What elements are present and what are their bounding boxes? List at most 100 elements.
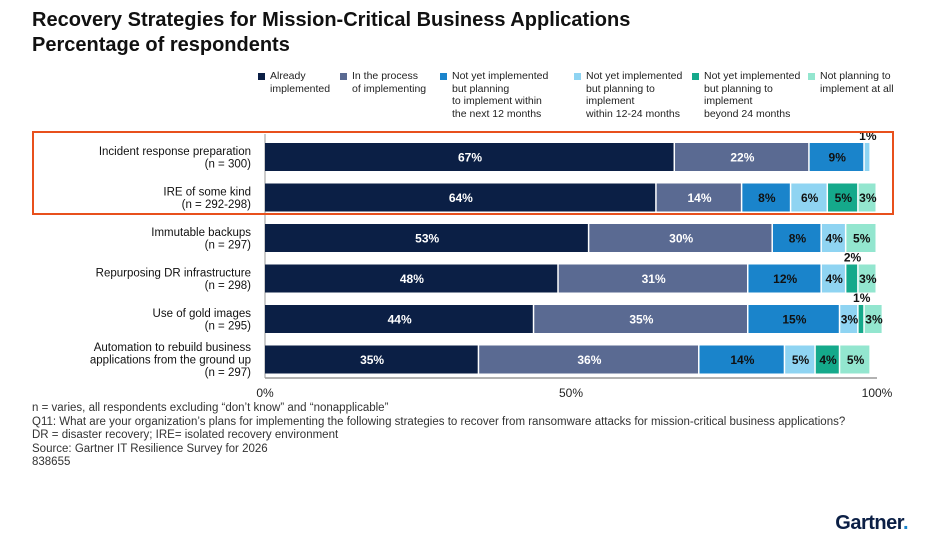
legend-label: Not yet implemented but planning to impl… [586, 70, 683, 120]
gartner-logo: Gartner. [835, 512, 908, 534]
category-label: (n = 300) [205, 158, 252, 170]
bar-segment [265, 264, 558, 293]
legend-swatch [440, 73, 447, 80]
data-label: 5% [792, 353, 810, 367]
category-label: (n = 298) [205, 280, 252, 292]
legend-swatch [340, 73, 347, 80]
category-label: Repurposing DR infrastructure [96, 267, 251, 279]
bar-segment [864, 143, 870, 171]
bar-segment [265, 305, 533, 333]
data-label: 2% [844, 251, 862, 265]
data-label: 5% [853, 232, 871, 246]
legend-item: Not yet implemented but planning to impl… [692, 70, 800, 120]
data-label: 4% [819, 353, 837, 367]
bar-segment [858, 264, 876, 293]
data-label: 4% [825, 232, 843, 246]
legend-swatch [258, 73, 265, 80]
data-label: 35% [360, 353, 384, 367]
bar-segment [699, 345, 784, 374]
footnotes: n = varies, all respondents excluding “d… [32, 402, 862, 470]
bar-segment [864, 305, 882, 333]
bar-segment [821, 224, 845, 252]
data-label: 31% [642, 272, 666, 286]
category-label: (n = 295) [205, 320, 252, 332]
data-label: 48% [400, 272, 424, 286]
highlight-box [32, 131, 894, 215]
data-label: 14% [730, 353, 754, 367]
category-label: (n = 297) [205, 367, 252, 379]
data-label: 9% [829, 151, 847, 165]
bar-segment [589, 224, 772, 252]
data-label: 15% [782, 313, 806, 327]
data-label: 12% [773, 272, 797, 286]
data-label: 4% [825, 272, 843, 286]
legend-swatch [808, 73, 815, 80]
legend-label: Not yet implemented but planning to impl… [704, 70, 801, 120]
bar-segment [558, 264, 747, 293]
data-label: 8% [758, 191, 776, 205]
category-label: (n = 292-298) [182, 199, 252, 211]
category-label: Incident response preparation [99, 146, 251, 158]
data-label: 22% [730, 151, 754, 165]
bar-segment [791, 183, 827, 212]
bar-segment [840, 345, 870, 374]
legend-label: In the process of implementing [352, 70, 427, 95]
data-label: 3% [859, 272, 877, 286]
category-label: (n = 297) [205, 239, 252, 251]
data-label: 1% [853, 291, 871, 305]
category-label: Use of gold images [153, 308, 252, 320]
data-label: 36% [577, 353, 601, 367]
bar-segment [265, 183, 656, 212]
chart-subtitle: Percentage of respondents [32, 34, 290, 56]
bar-segment [846, 264, 858, 293]
legend-swatch [692, 73, 699, 80]
x-tick-label: 50% [559, 386, 583, 400]
data-label: 35% [629, 313, 653, 327]
bar-segment [265, 224, 588, 252]
data-label: 67% [458, 151, 482, 165]
data-label: 44% [388, 313, 412, 327]
bar-segment [265, 143, 674, 171]
category-label: Automation to rebuild business [94, 342, 252, 354]
data-label: 3% [841, 313, 859, 327]
data-label: 30% [669, 232, 693, 246]
category-label: applications from the ground up [90, 355, 251, 367]
bar-segment [858, 305, 864, 333]
bar-segment [748, 264, 821, 293]
footnote-n: n = varies, all respondents excluding “d… [32, 402, 389, 414]
data-label: 3% [859, 191, 877, 205]
legend-item: Not yet implemented but planning to impl… [440, 70, 548, 120]
data-label: 5% [835, 191, 853, 205]
data-label: 8% [789, 232, 807, 246]
footnote-abbreviations: DR = disaster recovery; IRE= isolated re… [32, 429, 339, 441]
bar-segment [742, 183, 790, 212]
bar-segment [675, 143, 809, 171]
legend-item: Already implemented [258, 70, 330, 95]
legend-item: Not yet implemented but planning to impl… [574, 70, 682, 120]
bar-segment [840, 305, 858, 333]
data-label: 14% [688, 191, 712, 205]
legend-label: Not planning to implement at all [820, 70, 894, 95]
bar-segment [846, 224, 876, 252]
bar-segment [809, 143, 864, 171]
x-tick-label: 100% [862, 386, 893, 400]
bar-segment [534, 305, 747, 333]
data-label: 53% [415, 232, 439, 246]
x-tick-label: 0% [256, 386, 274, 400]
legend-label: Not yet implemented but planning to impl… [452, 70, 549, 120]
data-label: 5% [847, 353, 865, 367]
footnote-id: 838655 [32, 456, 71, 468]
bar-segment [265, 345, 478, 374]
chart-title-main: Recovery Strategies for Mission-Critical… [32, 9, 631, 31]
category-label: IRE of some kind [163, 186, 251, 198]
data-label: 6% [801, 191, 819, 205]
data-label: 64% [449, 191, 473, 205]
legend-item: In the process of implementing [340, 70, 426, 95]
bar-segment [748, 305, 839, 333]
chart-title: Recovery Strategies for Mission-Critical… [32, 8, 630, 58]
bar-segment [858, 183, 876, 212]
data-label: 3% [865, 313, 883, 327]
category-label: Immutable backups [151, 227, 251, 239]
bar-segment [772, 224, 821, 252]
